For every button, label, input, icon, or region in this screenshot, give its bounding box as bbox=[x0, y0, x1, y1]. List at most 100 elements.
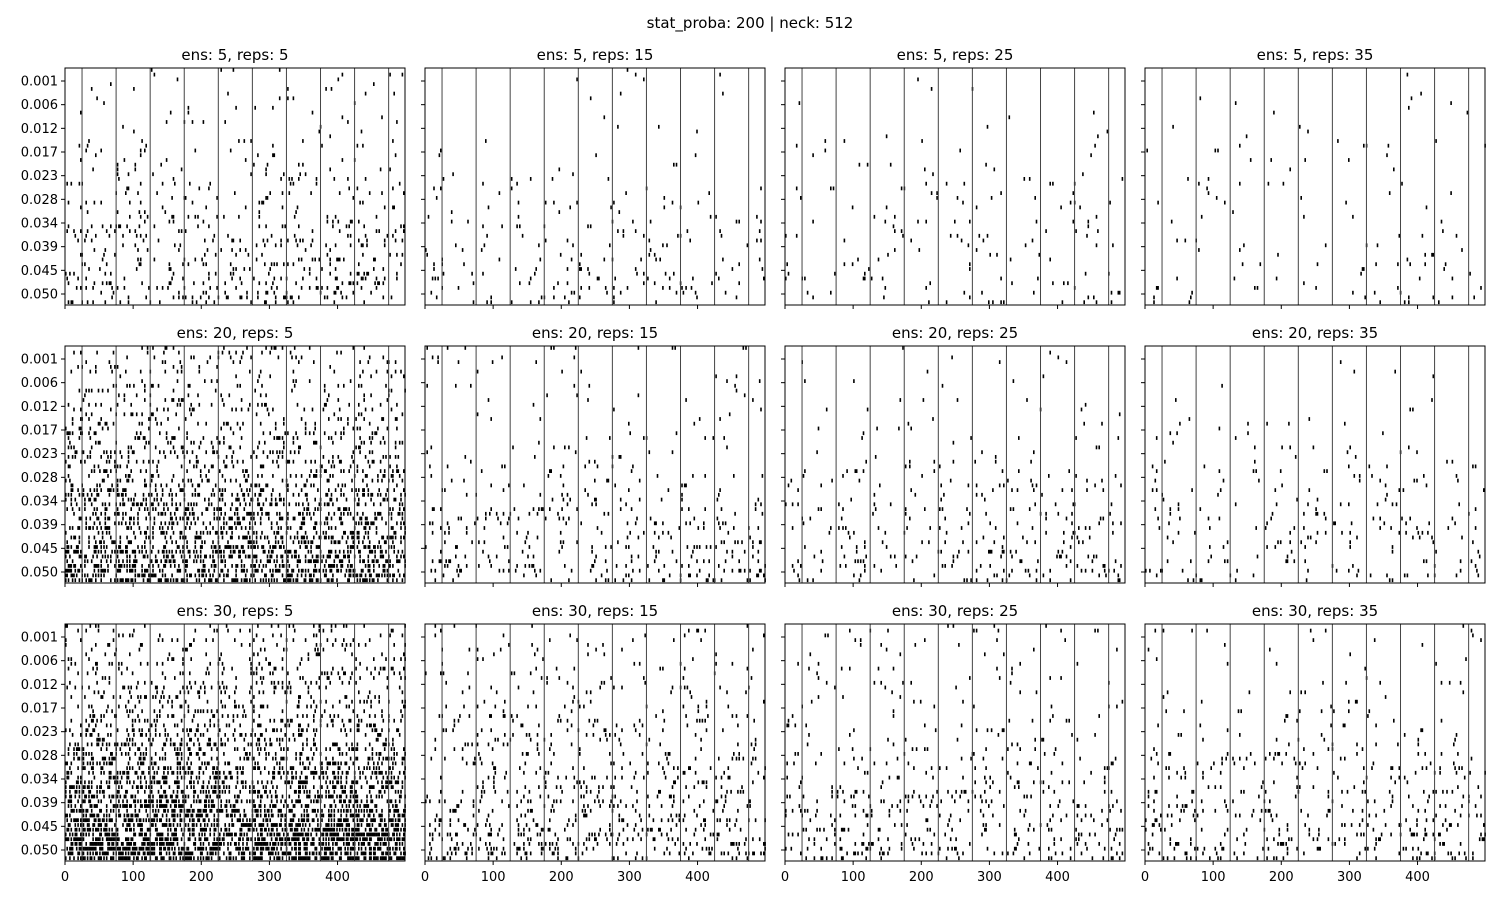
heatmap-cell bbox=[348, 224, 350, 229]
heatmap-cell bbox=[1431, 252, 1433, 257]
heatmap-cell bbox=[92, 167, 94, 172]
heatmap-cell bbox=[315, 554, 318, 559]
heatmap-cell bbox=[186, 728, 188, 733]
heatmap-cell bbox=[123, 564, 126, 568]
heatmap-cell bbox=[959, 148, 961, 153]
heatmap-cell bbox=[235, 568, 237, 573]
heatmap-cell bbox=[130, 402, 132, 407]
heatmap-cell bbox=[534, 568, 536, 573]
heatmap-cell bbox=[122, 497, 124, 502]
heatmap-cell bbox=[403, 666, 405, 671]
heatmap-cell bbox=[234, 699, 236, 704]
heatmap-cell bbox=[249, 657, 251, 661]
heatmap-cell bbox=[213, 511, 216, 516]
heatmap-cell bbox=[239, 445, 241, 450]
heatmap-cell bbox=[619, 290, 622, 295]
heatmap-cell bbox=[265, 281, 267, 286]
heatmap-cell bbox=[1349, 445, 1351, 450]
heatmap-cell bbox=[65, 271, 67, 276]
heatmap-cell bbox=[108, 530, 111, 535]
heatmap-cell bbox=[189, 526, 191, 530]
heatmap-cell bbox=[110, 82, 112, 86]
heatmap-cell bbox=[261, 568, 263, 573]
heatmap-cell bbox=[298, 162, 300, 167]
heatmap-cell bbox=[133, 549, 135, 554]
heatmap-cell bbox=[302, 521, 304, 526]
heatmap-cell bbox=[205, 205, 207, 210]
heatmap-cell bbox=[269, 267, 271, 271]
heatmap-cell bbox=[558, 516, 561, 521]
heatmap-cell bbox=[287, 511, 289, 516]
heatmap-cell bbox=[366, 521, 368, 526]
heatmap-cell bbox=[111, 709, 113, 714]
heatmap-cell bbox=[219, 469, 221, 473]
heatmap-cell bbox=[205, 526, 207, 530]
heatmap-cell bbox=[797, 488, 799, 492]
heatmap-cell bbox=[209, 355, 211, 360]
heatmap-cell bbox=[390, 535, 393, 540]
heatmap-cell bbox=[96, 718, 98, 723]
heatmap-cell bbox=[362, 252, 364, 257]
heatmap-cell bbox=[126, 709, 128, 714]
heatmap-cell bbox=[397, 469, 400, 473]
heatmap-cell bbox=[191, 492, 194, 497]
heatmap-cell bbox=[304, 554, 307, 559]
heatmap-cell bbox=[315, 181, 318, 186]
heatmap-cell bbox=[243, 564, 246, 568]
heatmap-cell bbox=[660, 497, 663, 502]
heatmap-cell bbox=[180, 398, 183, 402]
heatmap-cell bbox=[349, 643, 352, 647]
heatmap-cell bbox=[295, 431, 297, 436]
heatmap-cell bbox=[379, 633, 382, 638]
heatmap-cell bbox=[139, 369, 142, 374]
heatmap-cell bbox=[337, 483, 340, 488]
heatmap-cell bbox=[323, 402, 326, 407]
heatmap-cell bbox=[178, 295, 180, 300]
heatmap-cell bbox=[1281, 445, 1283, 450]
heatmap-cell bbox=[1198, 248, 1200, 252]
heatmap-cell bbox=[179, 360, 182, 364]
heatmap-cell bbox=[1431, 398, 1433, 402]
heatmap-cell bbox=[461, 248, 464, 252]
heatmap-cell bbox=[180, 488, 183, 492]
heatmap-cell bbox=[231, 535, 233, 540]
heatmap-cell bbox=[88, 657, 90, 661]
heatmap-cell bbox=[606, 290, 608, 295]
heatmap-cell bbox=[134, 535, 137, 540]
heatmap-cell bbox=[122, 502, 124, 507]
heatmap-cell bbox=[785, 233, 787, 238]
heatmap-cell bbox=[253, 540, 255, 545]
heatmap-cell bbox=[153, 72, 156, 77]
heatmap-cell bbox=[370, 521, 372, 526]
heatmap-cell bbox=[926, 369, 929, 374]
heatmap-cell bbox=[558, 210, 561, 214]
heatmap-cell bbox=[374, 545, 376, 549]
heatmap-cell bbox=[382, 497, 385, 502]
heatmap-cell bbox=[104, 526, 107, 530]
heatmap-cell bbox=[134, 578, 137, 583]
heatmap-cell bbox=[313, 633, 315, 638]
heatmap-cell bbox=[164, 559, 167, 564]
heatmap-cell bbox=[249, 540, 251, 545]
heatmap-cell bbox=[299, 545, 301, 549]
heatmap-cell bbox=[129, 521, 131, 526]
heatmap-cell bbox=[962, 540, 964, 545]
heatmap-cell bbox=[168, 652, 171, 657]
heatmap-cell bbox=[152, 412, 154, 417]
subplot: ens: 5, reps: 25 bbox=[781, 46, 1126, 309]
heatmap-cell bbox=[401, 252, 404, 257]
heatmap-cell bbox=[348, 680, 350, 685]
heatmap-cell bbox=[88, 474, 90, 478]
heatmap-cell bbox=[148, 535, 150, 540]
heatmap-cell bbox=[82, 488, 85, 492]
heatmap-cell bbox=[182, 685, 184, 690]
heatmap-cell bbox=[1207, 559, 1210, 564]
heatmap-cell bbox=[502, 488, 505, 492]
heatmap-cell bbox=[227, 545, 229, 549]
heatmap-cell bbox=[206, 699, 209, 704]
heatmap-cell bbox=[189, 643, 191, 647]
heatmap-cell bbox=[396, 521, 398, 526]
heatmap-cell bbox=[385, 657, 387, 661]
heatmap-cell bbox=[1020, 559, 1023, 564]
heatmap-cell bbox=[632, 219, 634, 224]
